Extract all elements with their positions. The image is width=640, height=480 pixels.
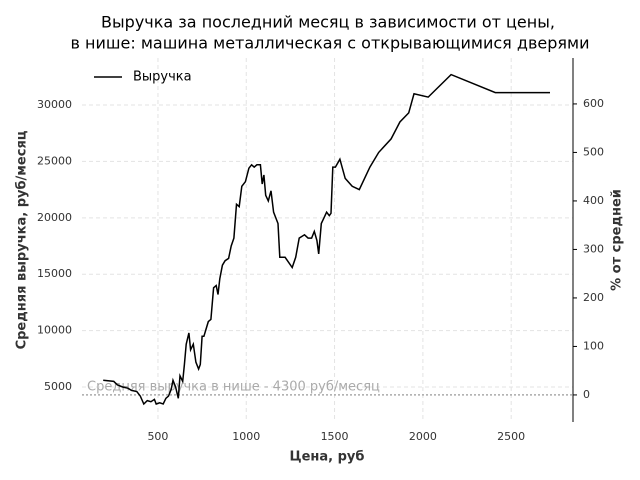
x-tick-label: 1000 — [232, 430, 260, 443]
y2-tick-label: 500 — [583, 145, 604, 158]
y2-tick-label: 300 — [583, 242, 604, 255]
y2-tick-label: 400 — [583, 194, 604, 207]
legend-label: Выручка — [133, 70, 192, 85]
x-tick-label: 1500 — [321, 430, 349, 443]
x-tick-label: 500 — [147, 430, 168, 443]
y-tick-label: 10000 — [37, 324, 72, 337]
y-tick-label: 15000 — [37, 267, 72, 280]
x-tick-label: 2500 — [497, 430, 525, 443]
y2-tick-label: 0 — [583, 388, 590, 401]
y2-tick-label: 100 — [583, 339, 604, 352]
y-tick-label: 30000 — [37, 98, 72, 111]
reference-label: Средняя выручка в нише - 4300 руб/месяц — [87, 379, 380, 394]
y2-tick-label: 600 — [583, 97, 604, 110]
y-tick-label: 25000 — [37, 154, 72, 167]
y-tick-label: 5000 — [44, 380, 72, 393]
y-tick-label: 20000 — [37, 211, 72, 224]
x-tick-label: 2000 — [409, 430, 437, 443]
series-line — [103, 73, 550, 406]
chart-subtitle: в нише: машина металлическая с открывающ… — [71, 34, 590, 53]
y2-tick-label: 200 — [583, 291, 604, 304]
x-axis-label: Цена, руб — [290, 450, 365, 465]
y-axis-label: Средняя выручка, руб/месяц — [15, 130, 30, 349]
y2-axis-label: % от средней — [610, 189, 625, 291]
chart-title: Выручка за последний месяц в зависимости… — [101, 13, 555, 32]
